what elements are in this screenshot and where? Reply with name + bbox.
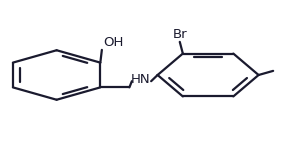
Text: HN: HN bbox=[131, 73, 150, 86]
Text: OH: OH bbox=[103, 36, 124, 49]
Text: Br: Br bbox=[173, 28, 187, 41]
